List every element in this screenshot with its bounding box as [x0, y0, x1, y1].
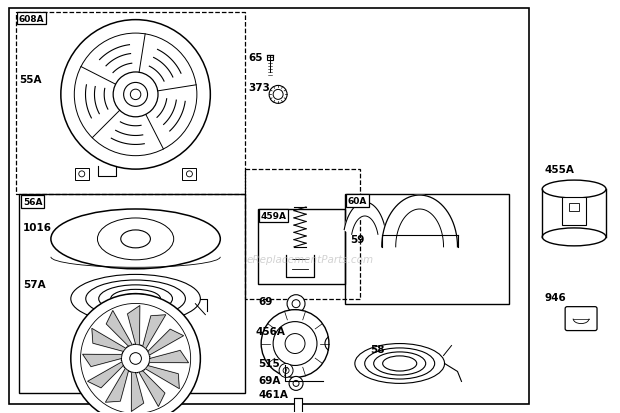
- Circle shape: [292, 300, 300, 308]
- Ellipse shape: [121, 230, 151, 248]
- Bar: [267, 55, 273, 62]
- Circle shape: [123, 83, 148, 107]
- Text: 608A: 608A: [19, 14, 45, 24]
- Bar: [16, 13, 246, 195]
- Polygon shape: [131, 372, 144, 411]
- Polygon shape: [382, 196, 458, 247]
- Text: 515: 515: [258, 358, 280, 368]
- Bar: [182, 169, 197, 180]
- Polygon shape: [344, 202, 386, 235]
- Bar: [246, 170, 360, 299]
- Bar: [258, 209, 345, 284]
- Circle shape: [113, 73, 158, 118]
- Polygon shape: [143, 315, 166, 349]
- Bar: [75, 169, 89, 180]
- Polygon shape: [87, 362, 123, 388]
- Circle shape: [289, 377, 303, 390]
- Circle shape: [287, 295, 305, 313]
- Text: 456A: 456A: [255, 326, 285, 336]
- Text: 57A: 57A: [23, 279, 46, 289]
- Circle shape: [130, 353, 141, 364]
- Circle shape: [261, 310, 329, 377]
- Bar: [562, 197, 586, 225]
- Text: eReplacementParts.com: eReplacementParts.com: [246, 254, 374, 264]
- Text: 69A: 69A: [258, 375, 280, 385]
- Polygon shape: [148, 329, 184, 355]
- Circle shape: [273, 322, 317, 366]
- Circle shape: [283, 368, 289, 373]
- Text: 461A: 461A: [258, 389, 288, 399]
- Ellipse shape: [51, 209, 220, 269]
- Text: 55A: 55A: [19, 75, 42, 85]
- Text: 58: 58: [370, 344, 384, 354]
- Polygon shape: [106, 311, 132, 347]
- Text: 459A: 459A: [260, 211, 286, 221]
- Ellipse shape: [542, 180, 606, 199]
- Bar: [9, 9, 529, 404]
- Text: 59: 59: [350, 234, 364, 244]
- Bar: [19, 195, 246, 394]
- Bar: [569, 204, 579, 211]
- Circle shape: [71, 294, 200, 413]
- Circle shape: [79, 171, 85, 178]
- Polygon shape: [128, 306, 140, 345]
- Polygon shape: [146, 366, 179, 389]
- Circle shape: [122, 344, 150, 373]
- Ellipse shape: [97, 218, 174, 260]
- Text: 946: 946: [544, 292, 566, 302]
- Text: 65: 65: [248, 53, 263, 63]
- Polygon shape: [105, 368, 128, 402]
- Ellipse shape: [542, 228, 606, 246]
- Circle shape: [130, 90, 141, 100]
- Text: 69: 69: [258, 296, 273, 306]
- Circle shape: [269, 86, 287, 104]
- FancyBboxPatch shape: [565, 307, 597, 331]
- Bar: [294, 399, 302, 413]
- Text: 56A: 56A: [23, 197, 42, 206]
- Text: 60A: 60A: [348, 197, 367, 206]
- Circle shape: [285, 334, 305, 354]
- Text: 455A: 455A: [544, 165, 574, 175]
- Circle shape: [61, 21, 210, 170]
- Polygon shape: [139, 371, 165, 406]
- Circle shape: [293, 380, 299, 387]
- Polygon shape: [92, 328, 126, 351]
- Text: 373: 373: [248, 83, 270, 93]
- Circle shape: [187, 171, 192, 178]
- Polygon shape: [82, 354, 122, 367]
- Circle shape: [279, 363, 293, 377]
- Bar: [345, 195, 509, 304]
- Circle shape: [273, 90, 283, 100]
- Polygon shape: [149, 351, 188, 363]
- Text: 1016: 1016: [23, 222, 52, 233]
